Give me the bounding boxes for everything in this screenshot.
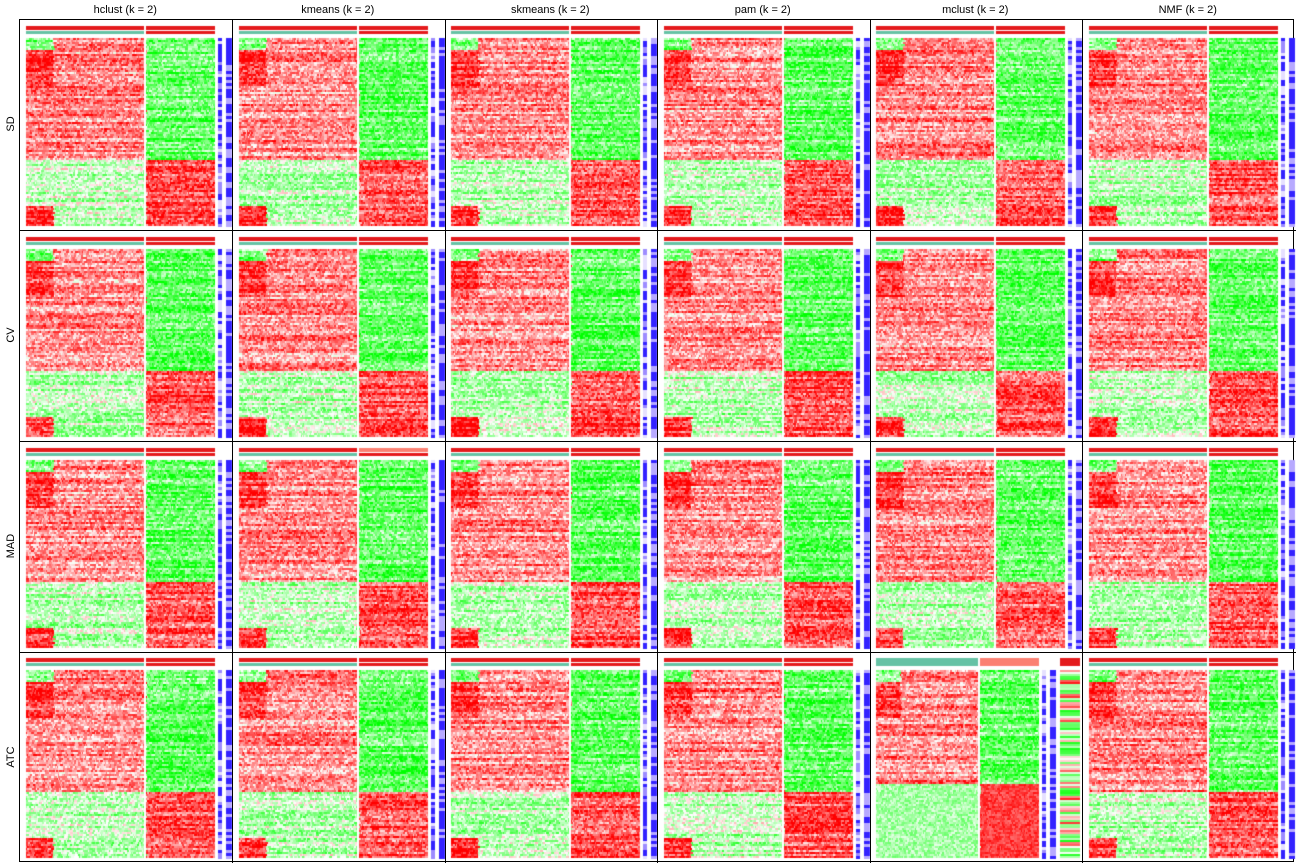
heatmap-cell-sd-1 [232, 20, 446, 231]
heatmap-cell-cv-3 [657, 230, 871, 442]
heatmap-cell-mad-2 [445, 441, 658, 653]
heatmap-cell-mad-3 [657, 441, 871, 653]
heatmap-canvas [445, 441, 657, 652]
column-title-kmeans: kmeans (k = 2) [301, 4, 375, 16]
heatmap-canvas [657, 20, 870, 230]
heatmap-cell-cv-1 [232, 230, 446, 442]
heatmap-cell-mad-1 [232, 441, 446, 653]
heatmap-cell-sd-0 [20, 20, 233, 231]
heatmap-canvas [1082, 230, 1296, 441]
column-title-pam: pam (k = 2) [734, 4, 791, 16]
heatmap-canvas [232, 230, 445, 441]
heatmap-cell-atc-3 [657, 652, 871, 864]
heatmap-canvas [870, 20, 1082, 230]
heatmap-cell-atc-4 [870, 652, 1083, 864]
heatmap-canvas [20, 20, 232, 230]
heatmap-canvas [1082, 652, 1296, 864]
row-title-atc: ATC [5, 746, 17, 768]
heatmap-canvas [870, 441, 1082, 652]
heatmap-canvas [1082, 20, 1296, 230]
heatmap-cell-cv-5 [1082, 230, 1296, 442]
heatmap-cell-sd-4 [870, 20, 1083, 231]
heatmap-cell-sd-5 [1082, 20, 1296, 231]
heatmap-canvas [445, 652, 657, 864]
heatmap-canvas [232, 20, 445, 230]
heatmap-canvas [445, 20, 657, 230]
column-title-hclust: hclust (k = 2) [93, 4, 157, 16]
heatmap-canvas [20, 230, 232, 441]
heatmap-cell-atc-2 [445, 652, 658, 864]
heatmap-cell-cv-2 [445, 230, 658, 442]
column-title-nmf: NMF (k = 2) [1158, 4, 1217, 16]
heatmap-cell-sd-3 [657, 20, 871, 231]
column-title-skmeans: skmeans (k = 2) [510, 4, 590, 16]
heatmap-cell-sd-2 [445, 20, 658, 231]
row-title-sd: SD [5, 116, 17, 133]
heatmap-canvas [232, 441, 445, 652]
heatmap-canvas [657, 230, 870, 441]
heatmap-canvas [870, 230, 1082, 441]
heatmap-cell-mad-4 [870, 441, 1083, 653]
heatmap-cell-cv-4 [870, 230, 1083, 442]
heatmap-cell-atc-1 [232, 652, 446, 864]
row-title-cv: CV [5, 327, 17, 343]
heatmap-canvas [232, 652, 445, 864]
row-title-mad: MAD [5, 533, 17, 559]
heatmap-canvas [445, 230, 657, 441]
heatmap-cell-atc-5 [1082, 652, 1296, 864]
heatmap-cell-mad-0 [20, 441, 233, 653]
heatmap-canvas [1082, 441, 1296, 652]
heatmap-canvas [870, 652, 1082, 864]
heatmap-cell-mad-5 [1082, 441, 1296, 653]
heatmap-cell-atc-0 [20, 652, 233, 864]
heatmap-canvas [657, 652, 870, 864]
column-title-mclust: mclust (k = 2) [942, 4, 1009, 16]
heatmap-cell-cv-0 [20, 230, 233, 442]
heatmap-canvas [20, 652, 232, 864]
heatmap-grid [19, 19, 1296, 864]
heatmap-canvas [20, 441, 232, 652]
heatmap-canvas [657, 441, 870, 652]
